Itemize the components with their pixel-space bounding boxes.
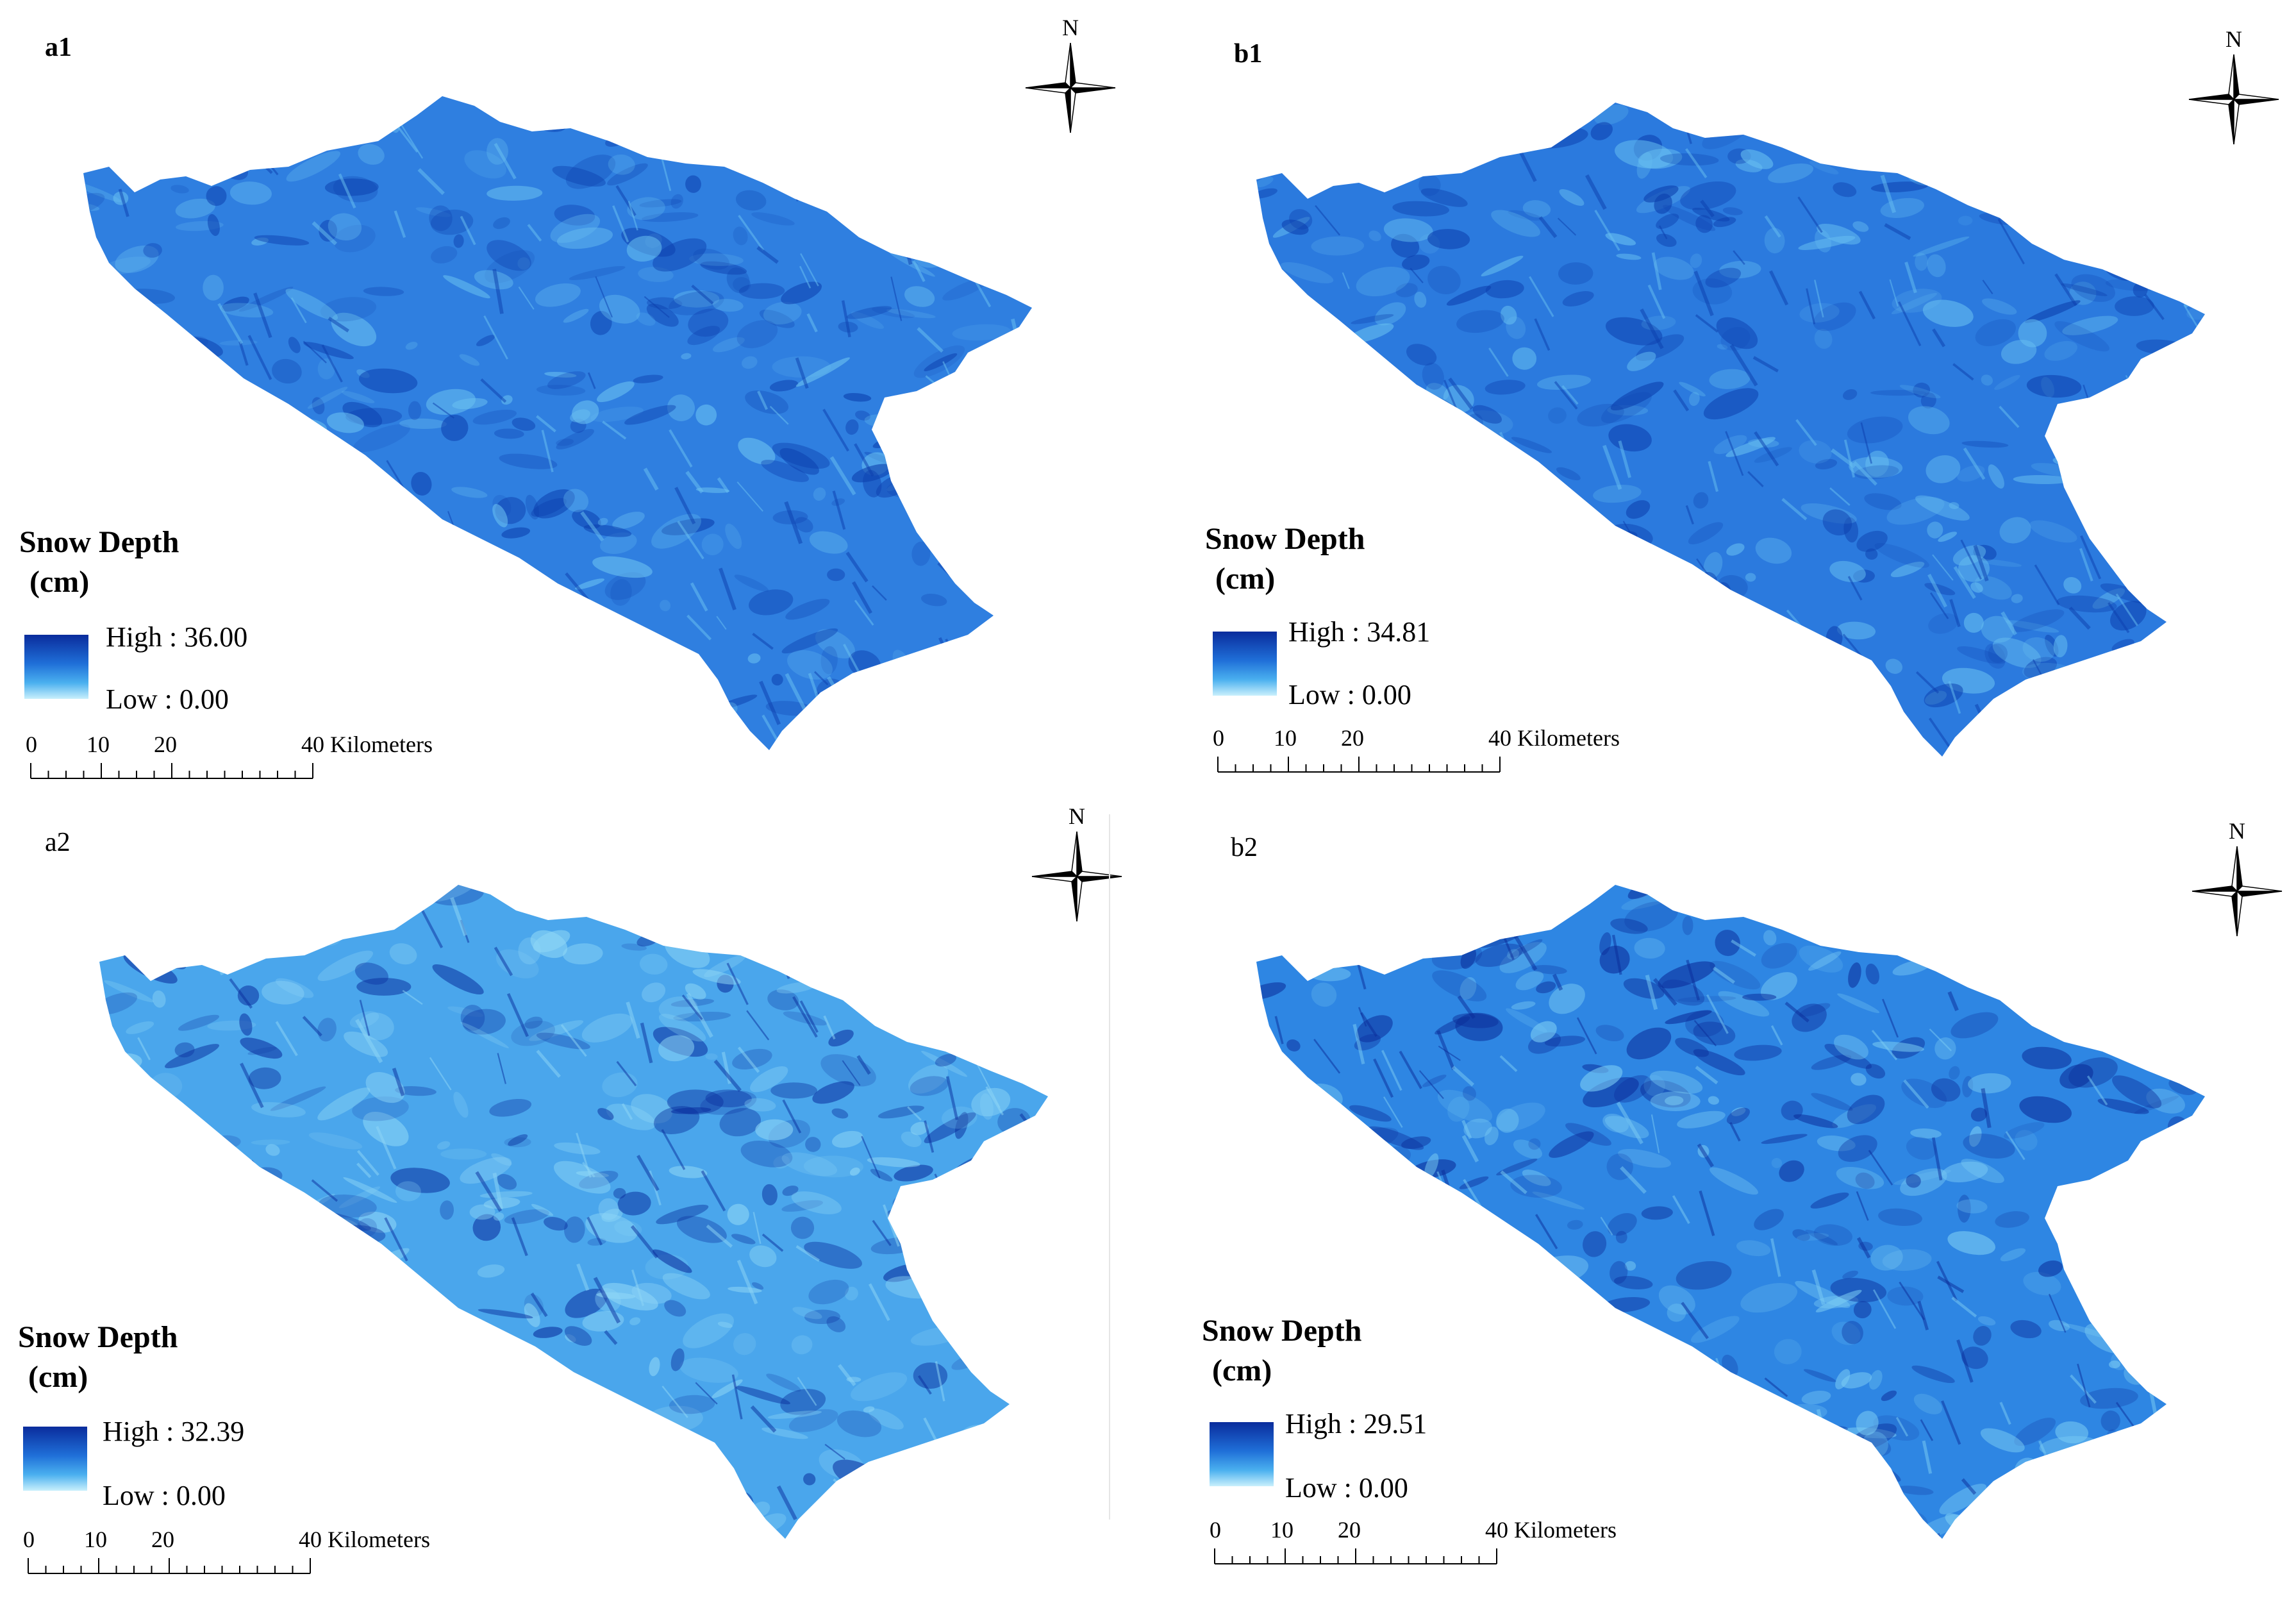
snow-depth-map-b1 [1256, 103, 2205, 757]
legend-title-line2: (cm) [1212, 1354, 1272, 1387]
north-label: N [1069, 803, 1085, 829]
scale-label-t40: 40 Kilometers [299, 1527, 430, 1552]
scale-label-t0: 0 [1213, 725, 1224, 751]
scale-label-t20: 20 [1338, 1517, 1361, 1543]
legend-color-ramp [1213, 632, 1277, 696]
scale-label-t40: 40 Kilometers [1488, 725, 1620, 751]
panel-label-b2: b2 [1231, 833, 1258, 862]
legend-low-value: Low : 0.00 [106, 683, 229, 715]
panel-label-a2: a2 [45, 828, 71, 857]
scale-label-t0: 0 [26, 732, 37, 757]
north-label: N [1062, 15, 1079, 40]
scale-bar: 0 10 20 40 Kilometers [23, 1526, 485, 1577]
legend-low-value: Low : 0.00 [1285, 1472, 1408, 1504]
legend-high-value: High : 36.00 [106, 621, 248, 653]
scale-label-t40: 40 Kilometers [1485, 1517, 1617, 1543]
snow-depth-map-b2 [1256, 885, 2205, 1539]
legend-title: Snow Depth (cm) [1205, 519, 1365, 599]
legend-high-value: High : 34.81 [1288, 616, 1431, 648]
snow-depth-map-a2 [99, 885, 1048, 1539]
north-arrow-icon: N [2189, 817, 2285, 939]
legend-color-ramp [24, 635, 88, 699]
legend-title: Snow Depth (cm) [19, 523, 179, 602]
legend-low-value: Low : 0.00 [1288, 679, 1411, 710]
panel-label-a1: a1 [45, 33, 72, 62]
legend-title-line2: (cm) [28, 1360, 88, 1394]
scale-bar: 0 10 20 40 Kilometers [1210, 1516, 1671, 1568]
north-arrow-icon: N [1022, 14, 1119, 136]
scale-label-t40: 40 Kilometers [301, 732, 433, 757]
scale-bar: 0 10 20 40 Kilometers [26, 731, 487, 782]
legend-title: Snow Depth (cm) [1202, 1311, 1361, 1391]
panel-label-b1: b1 [1234, 39, 1263, 69]
north-arrow-icon: N [1029, 803, 1125, 925]
scale-label-t10: 10 [87, 732, 110, 757]
legend-color-ramp [23, 1427, 87, 1491]
legend-title-line1: Snow Depth [18, 1320, 178, 1354]
legend-title-line1: Snow Depth [19, 525, 179, 559]
panel-divider [1109, 814, 1110, 1520]
legend-title-line1: Snow Depth [1202, 1314, 1362, 1348]
legend-title-line2: (cm) [29, 565, 90, 599]
scale-label-t10: 10 [1270, 1517, 1294, 1543]
scale-label-t0: 0 [23, 1527, 35, 1552]
legend-title: Snow Depth (cm) [18, 1318, 178, 1397]
legend-high-value: High : 32.39 [103, 1416, 245, 1447]
scale-label-t20: 20 [154, 732, 177, 757]
legend-title-line2: (cm) [1215, 562, 1276, 596]
scale-label-t10: 10 [1274, 725, 1297, 751]
scale-label-t10: 10 [84, 1527, 107, 1552]
snow-depth-map-a1 [83, 96, 1032, 750]
scale-label-t20: 20 [151, 1527, 174, 1552]
north-arrow-icon: N [2186, 26, 2282, 147]
legend-color-ramp [1210, 1422, 1274, 1486]
legend-title-line1: Snow Depth [1205, 522, 1365, 556]
scale-label-t0: 0 [1210, 1517, 1221, 1543]
north-label: N [2229, 818, 2245, 844]
north-label: N [2225, 26, 2242, 52]
legend-low-value: Low : 0.00 [103, 1480, 226, 1511]
legend-high-value: High : 29.51 [1285, 1408, 1427, 1439]
scale-bar: 0 10 20 40 Kilometers [1213, 725, 1674, 776]
scale-label-t20: 20 [1341, 725, 1364, 751]
